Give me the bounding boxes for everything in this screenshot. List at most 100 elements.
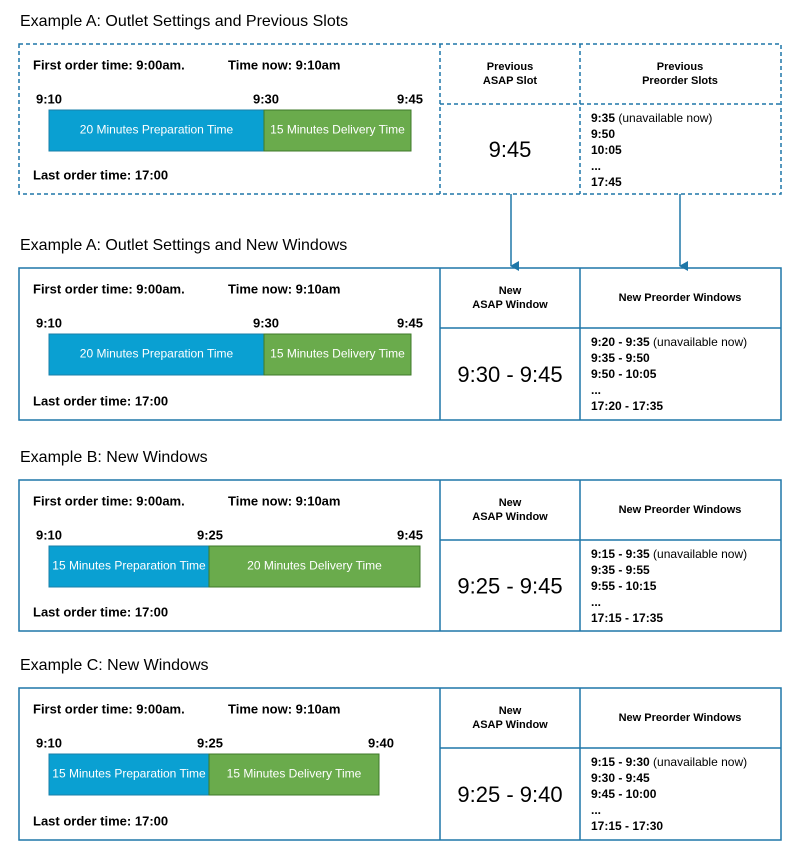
delivery-label: 20 Minutes Delivery Time <box>247 559 382 573</box>
preorder-slot: 9:55 - 10:15 <box>591 579 657 593</box>
column-header: Previous <box>657 61 703 73</box>
delivery-bar <box>263 333 412 376</box>
example-box <box>18 479 782 632</box>
time-now: Time now: 9:10am <box>228 57 340 72</box>
column-header: ASAP Slot <box>483 75 538 87</box>
example-title: Example A: Outlet Settings and Previous … <box>20 13 348 30</box>
prep-label: 15 Minutes Preparation Time <box>52 559 206 573</box>
time-now: Time now: 9:10am <box>228 701 340 716</box>
column-header: New Preorder Windows <box>619 292 742 304</box>
slot-time: ... <box>591 383 601 397</box>
timeline-label: 9:10 <box>36 91 62 106</box>
slot-time: ... <box>591 595 601 609</box>
example-box <box>18 687 782 841</box>
slot-note: (unavailable now) <box>653 335 747 349</box>
column-header: New Preorder Windows <box>619 504 742 516</box>
first-order-time: First order time: 9:00am. <box>33 701 185 716</box>
slot-time: 9:15 - 9:35 <box>591 547 650 561</box>
slot-time: 9:35 - 9:50 <box>591 351 650 365</box>
column-header: Previous <box>487 61 533 73</box>
first-order-time: First order time: 9:00am. <box>33 493 185 508</box>
delivery-label: 15 Minutes Delivery Time <box>227 767 362 781</box>
last-order-time: Last order time: 17:00 <box>33 393 168 408</box>
slot-note: (unavailable now) <box>653 755 747 769</box>
preorder-slot: 17:20 - 17:35 <box>591 399 663 413</box>
prep-label: 20 Minutes Preparation Time <box>80 123 234 137</box>
slot-time: 10:05 <box>591 143 622 157</box>
last-order-time: Last order time: 17:00 <box>33 167 168 182</box>
asap-value: 9:25 - 9:40 <box>457 782 562 807</box>
prep-bar <box>48 753 210 796</box>
timeline-label: 9:45 <box>397 91 423 106</box>
column-header: ASAP Window <box>472 719 548 731</box>
preorder-slot: 9:45 - 10:00 <box>591 787 657 801</box>
prep-bar <box>48 333 265 376</box>
preorder-slot: 9:35 - 9:50 <box>591 351 650 365</box>
example-title: Example B: New Windows <box>20 449 208 466</box>
slot-note: (unavailable now) <box>653 547 747 561</box>
timeline-label: 9:40 <box>368 735 394 750</box>
slot-time: ... <box>591 803 601 817</box>
preorder-slot: 9:30 - 9:45 <box>591 771 650 785</box>
slot-time: 9:35 <box>591 111 615 125</box>
timeline-label: 9:10 <box>36 315 62 330</box>
timeline-label: 9:25 <box>197 527 223 542</box>
preorder-slot: ... <box>591 595 601 609</box>
prep-label: 15 Minutes Preparation Time <box>52 767 206 781</box>
slot-time: 17:20 - 17:35 <box>591 399 663 413</box>
timeline-label: 9:45 <box>397 527 423 542</box>
preorder-slot: 10:05 <box>591 143 622 157</box>
preorder-slot: ... <box>591 159 601 173</box>
delivery-label: 15 Minutes Delivery Time <box>270 347 405 361</box>
preorder-slot: 9:50 - 10:05 <box>591 367 657 381</box>
slot-time: 9:20 - 9:35 <box>591 335 650 349</box>
preorder-slot: ... <box>591 383 601 397</box>
slot-time: 9:55 - 10:15 <box>591 579 657 593</box>
time-now: Time now: 9:10am <box>228 281 340 296</box>
column-header: New <box>499 497 522 509</box>
slot-note: (unavailable now) <box>618 111 712 125</box>
last-order-time: Last order time: 17:00 <box>33 604 168 619</box>
column-header: New <box>499 705 522 717</box>
column-header: Preorder Slots <box>642 75 718 87</box>
slot-time: 17:45 <box>591 175 622 189</box>
example-title: Example A: Outlet Settings and New Windo… <box>20 237 347 254</box>
asap-value: 9:45 <box>489 137 532 162</box>
preorder-slot: 9:35 - 9:55 <box>591 563 650 577</box>
column-header: ASAP Window <box>472 299 548 311</box>
timeline-label: 9:10 <box>36 735 62 750</box>
preorder-slot: 9:20 - 9:35 (unavailable now) <box>591 335 747 349</box>
prep-label: 20 Minutes Preparation Time <box>80 347 234 361</box>
slot-time: 9:15 - 9:30 <box>591 755 650 769</box>
timeline-label: 9:45 <box>397 315 423 330</box>
preorder-slot: 17:15 - 17:30 <box>591 819 663 833</box>
slot-time: 17:15 - 17:30 <box>591 819 663 833</box>
preorder-slot: 9:35 (unavailable now) <box>591 111 712 125</box>
slot-time: ... <box>591 159 601 173</box>
slot-time: 9:30 - 9:45 <box>591 771 650 785</box>
slot-time: 9:45 - 10:00 <box>591 787 657 801</box>
time-now: Time now: 9:10am <box>228 493 340 508</box>
first-order-time: First order time: 9:00am. <box>33 57 185 72</box>
prep-bar <box>48 109 265 152</box>
delivery-label: 15 Minutes Delivery Time <box>270 123 405 137</box>
timeline-label: 9:10 <box>36 527 62 542</box>
preorder-slot: 17:15 - 17:35 <box>591 611 663 625</box>
timeline-label: 9:30 <box>253 91 279 106</box>
last-order-time: Last order time: 17:00 <box>33 813 168 828</box>
preorder-slot: 17:45 <box>591 175 622 189</box>
timeline-label: 9:25 <box>197 735 223 750</box>
column-header: New <box>499 285 522 297</box>
timeline-label: 9:30 <box>253 315 279 330</box>
delivery-bar <box>208 545 421 588</box>
example-title: Example C: New Windows <box>20 657 209 674</box>
delivery-bar <box>208 753 380 796</box>
column-header: ASAP Window <box>472 511 548 523</box>
asap-value: 9:25 - 9:45 <box>457 573 562 598</box>
column-header: New Preorder Windows <box>619 712 742 724</box>
slot-time: 9:50 - 10:05 <box>591 367 657 381</box>
slot-time: 9:50 <box>591 127 615 141</box>
example-box <box>18 43 782 195</box>
asap-value: 9:30 - 9:45 <box>457 362 562 387</box>
